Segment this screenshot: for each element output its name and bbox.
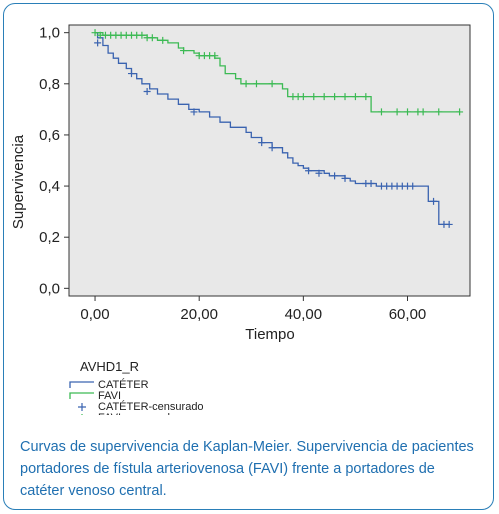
censor-mark-cateter <box>341 174 349 182</box>
censor-mark-cateter <box>409 182 417 190</box>
plot-area <box>68 24 471 297</box>
survival-curves <box>91 29 464 228</box>
legend-line-symbol <box>69 392 94 399</box>
censor-mark-favi <box>362 93 370 101</box>
legend-entry-label: FAVI-censurado <box>98 412 176 415</box>
legend-entry-label: CATÉTER-censurado <box>98 400 204 413</box>
legend-title: AVHD1_R <box>80 359 139 374</box>
censor-mark-cateter <box>367 180 375 188</box>
censor-mark-favi <box>148 34 156 42</box>
censor-mark-favi <box>211 52 219 60</box>
x-tick-label: 20,00 <box>180 306 218 323</box>
censor-mark-cateter <box>268 144 276 152</box>
censor-mark-favi <box>180 47 188 55</box>
censor-mark-favi <box>159 36 167 44</box>
legend: AVHD1_R CATÉTERFAVICATÉTER-censuradoFAVI… <box>69 359 204 415</box>
legend-line-symbol <box>69 381 94 388</box>
censor-mark-cateter <box>305 167 313 175</box>
censor-mark-cateter <box>430 197 438 205</box>
censor-mark-cateter <box>127 70 135 78</box>
censor-mark-cateter <box>258 139 266 147</box>
y-tick-label: 0,8 <box>39 76 60 93</box>
x-tick-label: 0,00 <box>80 306 109 323</box>
y-tick-label: 0,0 <box>39 280 60 297</box>
x-axis-title: Tiempo <box>245 326 294 343</box>
legend-entry-label: FAVI <box>98 390 121 402</box>
y-tick-label: 0,4 <box>39 178 60 195</box>
censor-mark-favi <box>320 93 328 101</box>
x-tick-label: 60,00 <box>389 306 427 323</box>
y-axis-title: Supervivencia <box>10 134 27 229</box>
censor-mark-favi <box>351 93 359 101</box>
censor-mark-favi <box>91 29 99 37</box>
kaplan-meier-chart: 0,0 0,2 0,4 0,6 0,8 1,0 0,00 20,00 40,00 60,00 S… <box>10 24 471 415</box>
censor-mark-favi <box>310 93 318 101</box>
censor-mark-cateter <box>143 87 151 95</box>
censor-mark-favi <box>242 80 250 88</box>
legend-plus-symbol <box>81 414 83 415</box>
censor-mark-favi <box>268 80 276 88</box>
censor-mark-favi <box>331 93 339 101</box>
censor-mark-favi <box>299 93 307 101</box>
censor-mark-favi <box>393 108 401 116</box>
censor-mark-cateter <box>190 108 198 116</box>
censor-mark-cateter <box>331 172 339 180</box>
censor-mark-favi <box>341 93 349 101</box>
censor-mark-favi <box>138 31 146 39</box>
censor-mark-cateter <box>445 220 453 228</box>
y-tick-label: 0,2 <box>39 229 60 246</box>
y-axis: 0,0 0,2 0,4 0,6 0,8 1,0 <box>39 25 69 297</box>
censor-mark-favi <box>377 108 385 116</box>
x-tick-label: 40,00 <box>285 306 323 323</box>
figure-caption: Curvas de supervivencia de Kaplan-Meier.… <box>20 439 474 499</box>
legend-entry-label: CATÉTER <box>98 378 149 391</box>
y-tick-label: 0,6 <box>39 127 60 144</box>
x-axis: 0,00 20,00 40,00 60,00 <box>80 296 426 323</box>
censor-mark-favi <box>404 108 412 116</box>
censor-mark-cateter <box>94 39 102 47</box>
censor-mark-favi <box>252 80 260 88</box>
y-tick-label: 1,0 <box>39 25 60 42</box>
censor-mark-favi <box>419 108 427 116</box>
censor-mark-favi <box>435 108 443 116</box>
censor-mark-cateter <box>315 169 323 177</box>
censor-mark-favi <box>456 108 464 116</box>
legend-plus-symbol <box>78 403 86 411</box>
series-line-cateter <box>95 32 450 226</box>
